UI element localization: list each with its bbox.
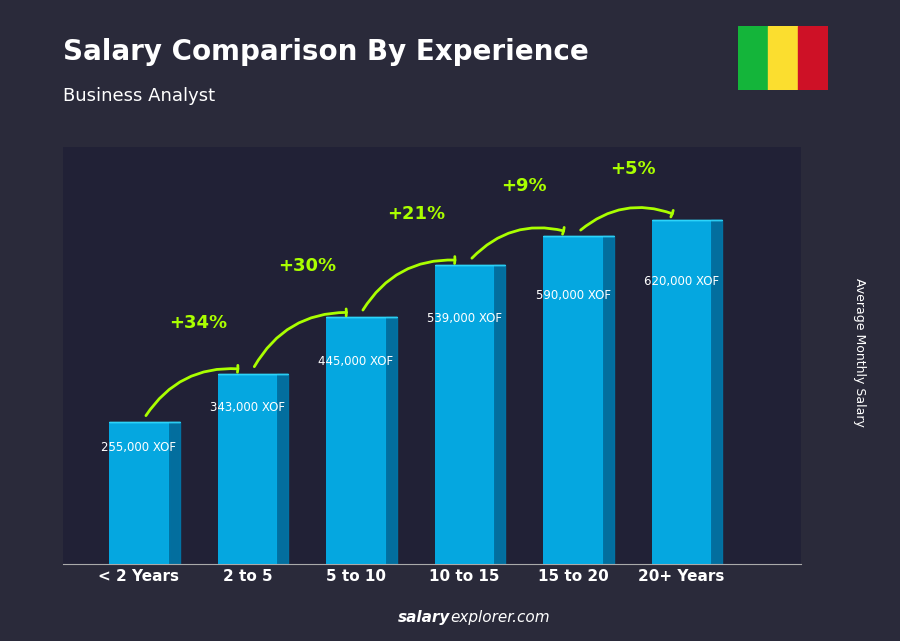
- FancyBboxPatch shape: [109, 422, 169, 564]
- Text: 445,000 XOF: 445,000 XOF: [319, 355, 393, 368]
- Text: 620,000 XOF: 620,000 XOF: [644, 275, 719, 288]
- Text: 343,000 XOF: 343,000 XOF: [210, 401, 285, 414]
- Text: Business Analyst: Business Analyst: [63, 87, 215, 104]
- Bar: [798, 26, 828, 90]
- Polygon shape: [712, 220, 722, 564]
- Text: +5%: +5%: [610, 160, 655, 178]
- Text: +30%: +30%: [278, 257, 337, 275]
- Bar: [768, 26, 798, 90]
- Text: +9%: +9%: [501, 177, 547, 195]
- FancyBboxPatch shape: [544, 237, 603, 564]
- FancyBboxPatch shape: [326, 317, 386, 564]
- FancyBboxPatch shape: [435, 265, 494, 564]
- Polygon shape: [386, 317, 397, 564]
- Text: 539,000 XOF: 539,000 XOF: [428, 312, 502, 325]
- FancyBboxPatch shape: [218, 374, 277, 564]
- Text: +34%: +34%: [169, 314, 228, 332]
- Text: Average Monthly Salary: Average Monthly Salary: [853, 278, 866, 427]
- Text: Salary Comparison By Experience: Salary Comparison By Experience: [63, 38, 589, 67]
- Text: 590,000 XOF: 590,000 XOF: [536, 289, 610, 302]
- Bar: [738, 26, 768, 90]
- FancyBboxPatch shape: [652, 220, 712, 564]
- Polygon shape: [277, 374, 288, 564]
- Polygon shape: [603, 237, 614, 564]
- Polygon shape: [169, 422, 180, 564]
- Text: explorer.com: explorer.com: [450, 610, 550, 625]
- Text: +21%: +21%: [387, 205, 445, 223]
- Polygon shape: [494, 265, 505, 564]
- Text: salary: salary: [398, 610, 450, 625]
- Text: 255,000 XOF: 255,000 XOF: [102, 442, 176, 454]
